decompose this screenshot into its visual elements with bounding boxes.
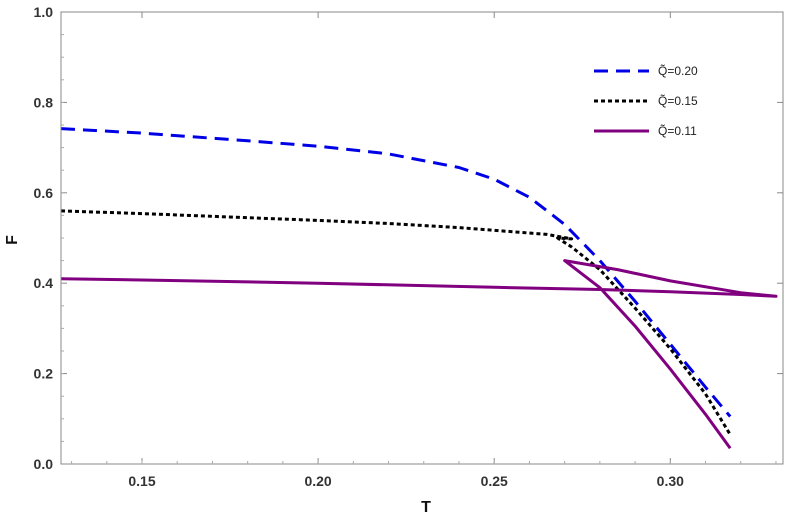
series-line-1 — [60, 209, 732, 436]
legend: Q̃=0.20 Q̃=0.15 Q̃=0.11 — [594, 63, 698, 138]
series-line-2 — [60, 259, 778, 450]
x-axis-title: T — [421, 499, 431, 516]
y-tick-label: 0.8 — [34, 94, 54, 110]
y-tick-label: 0.0 — [34, 456, 54, 472]
axes: 0.15 0.20 0.25 0.30 0.0 0.2 0.4 0.6 0.8 1.0 — [34, 4, 784, 489]
x-tick-label: 0.20 — [304, 473, 331, 489]
legend-label: Q̃=0.11 — [658, 123, 697, 138]
plot-area — [60, 127, 778, 450]
legend-label: Q̃=0.20 — [658, 63, 698, 78]
y-tick-label: 1.0 — [34, 4, 54, 20]
legend-label: Q̃=0.15 — [658, 93, 698, 108]
y-tick-label: 0.4 — [34, 275, 54, 291]
x-tick-label: 0.15 — [128, 473, 155, 489]
y-tick-label: 0.6 — [34, 185, 54, 201]
y-axis-title: F — [4, 235, 21, 245]
y-tick-label: 0.2 — [34, 366, 54, 382]
series-line-0 — [60, 127, 732, 418]
x-tick-label: 0.30 — [657, 473, 684, 489]
plot-frame — [60, 11, 784, 465]
x-tick-label: 0.25 — [481, 473, 508, 489]
